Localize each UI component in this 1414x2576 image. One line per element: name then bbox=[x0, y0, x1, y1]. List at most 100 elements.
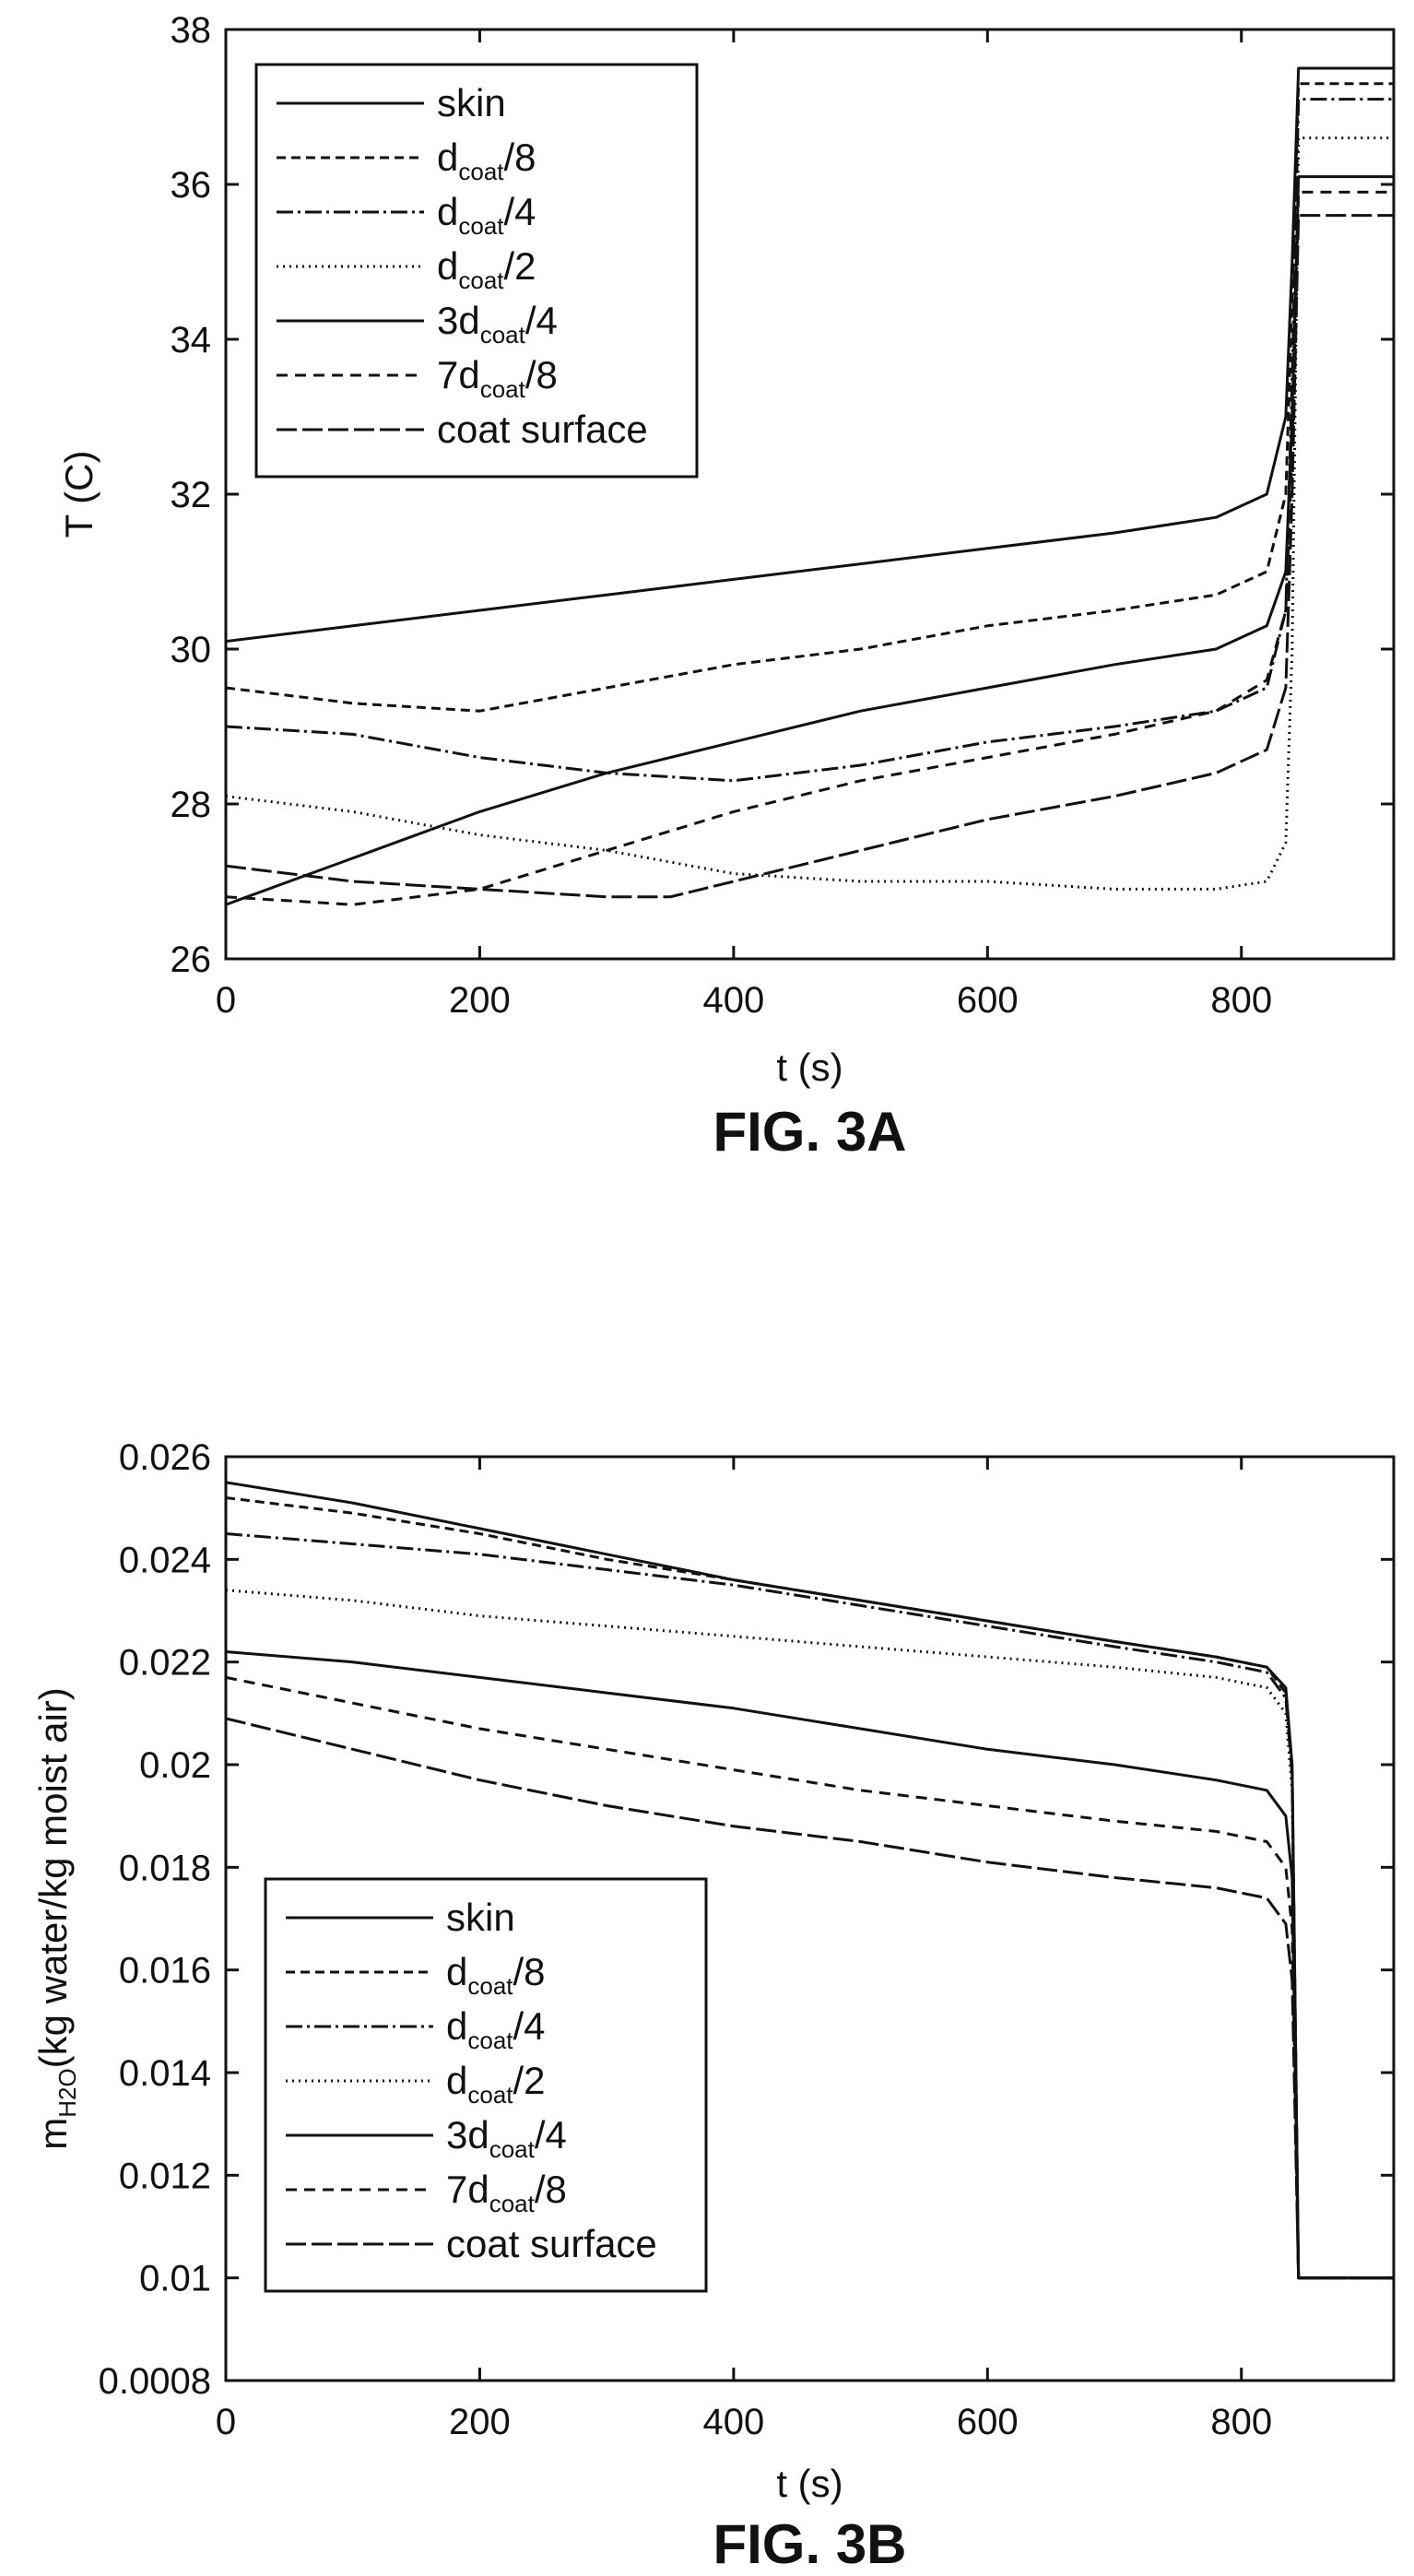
x-tick-label: 0 bbox=[216, 2402, 236, 2442]
x-tick-label: 200 bbox=[449, 980, 511, 1021]
legend-label-suffix: /8 bbox=[525, 353, 558, 396]
series-line-dcoat-8 bbox=[226, 82, 1394, 713]
series-line-dcoat-8 bbox=[226, 1496, 1394, 2280]
legend-label: skin bbox=[446, 1896, 515, 1939]
legend-label-main: 7d bbox=[446, 2168, 489, 2211]
series-line-3dcoat-4 bbox=[226, 1650, 1394, 2280]
y-tick-label: 32 bbox=[171, 475, 212, 515]
legend-label-suffix: /4 bbox=[504, 190, 536, 233]
legend-label: coat surface bbox=[437, 408, 648, 451]
legend-label: 7dcoat/8 bbox=[446, 2168, 567, 2217]
y-tick-label: 28 bbox=[171, 785, 212, 825]
series-line-dcoat-2 bbox=[226, 1589, 1394, 2280]
plot-frame bbox=[224, 1455, 1396, 2382]
y-tick-label: 26 bbox=[171, 939, 212, 980]
x-tick-label: 400 bbox=[702, 980, 764, 1021]
y-tick-label: 0.016 bbox=[119, 1951, 211, 1991]
legend-label-main: skin bbox=[446, 1896, 515, 1939]
legend-label-suffix: /2 bbox=[504, 244, 536, 288]
y-tick-label: 38 bbox=[171, 10, 212, 51]
legend-label-main: d bbox=[437, 190, 458, 233]
legend-label-main: d bbox=[437, 136, 458, 179]
legend-label-main: d bbox=[446, 2004, 467, 2048]
figure-caption: FIG. 3A bbox=[713, 1101, 906, 1163]
y-tick-label: 0.02 bbox=[139, 1745, 211, 1786]
legend-label-subscript: coat bbox=[489, 2135, 536, 2163]
legend-label-main: 3d bbox=[446, 2113, 489, 2157]
y-tick-label: 0.022 bbox=[119, 1643, 211, 1684]
legend-label-subscript: H2O bbox=[53, 2068, 81, 2117]
legend-label-suffix: /8 bbox=[504, 136, 536, 179]
x-tick-label: 800 bbox=[1210, 2402, 1272, 2442]
legend-label: 7dcoat/8 bbox=[437, 353, 558, 403]
legend-label-main: d bbox=[437, 244, 458, 288]
legend-label-subscript: coat bbox=[467, 2027, 513, 2054]
series-line-dcoat-2 bbox=[226, 136, 1394, 891]
legend-box bbox=[254, 63, 699, 479]
legend-label: dcoat/4 bbox=[437, 190, 536, 240]
y-tick-label: 36 bbox=[171, 165, 212, 206]
y-tick-label: 0.012 bbox=[119, 2156, 211, 2196]
x-tick-label: 800 bbox=[1210, 980, 1272, 1021]
legend-label-subscript: coat bbox=[480, 375, 526, 403]
y-tick-label: 0.01 bbox=[139, 2259, 211, 2299]
legend-label: dcoat/8 bbox=[437, 136, 536, 185]
legend-label-main: d bbox=[446, 1950, 467, 1993]
y-tick-label: 0.0008 bbox=[99, 2361, 211, 2402]
legend-label: coat surface bbox=[446, 2222, 657, 2265]
x-axis-label: t (s) bbox=[776, 1046, 843, 1089]
legend-label-subscript: coat bbox=[458, 158, 504, 185]
series-line-7dcoat-8 bbox=[226, 1675, 1394, 2280]
legend-label: dcoat/2 bbox=[446, 2059, 546, 2109]
x-tick-label: 600 bbox=[957, 2402, 1019, 2442]
x-tick-label: 0 bbox=[216, 980, 236, 1021]
legend-label-suffix: /8 bbox=[513, 1950, 546, 1993]
y-tick-label: 30 bbox=[171, 630, 212, 670]
legend-label: dcoat/8 bbox=[446, 1950, 546, 2000]
legend-label-main: coat surface bbox=[437, 408, 648, 451]
legend-label: 3dcoat/4 bbox=[446, 2113, 567, 2163]
y-tick-label: 34 bbox=[171, 320, 212, 360]
y-tick-label: 0.018 bbox=[119, 1848, 211, 1888]
legend-label: dcoat/4 bbox=[446, 2004, 546, 2054]
legend-label-suffix: /4 bbox=[525, 299, 558, 342]
series-line-coat-surface bbox=[226, 1717, 1394, 2280]
figure-caption: FIG. 3B bbox=[713, 2513, 906, 2575]
y-tick-label: 0.026 bbox=[119, 1437, 211, 1478]
x-tick-label: 400 bbox=[702, 2402, 764, 2442]
y-tick-label: 0.024 bbox=[119, 1540, 211, 1580]
legend-label-main: d bbox=[446, 2059, 467, 2102]
series-group bbox=[226, 1481, 1394, 2280]
legend: skindcoat/8dcoat/4dcoat/23dcoat/47dcoat/… bbox=[254, 63, 699, 479]
chart-fig-3b: 0 200 400 600 800 0.0008 0.01 0.012 0.014 0.016 0.… bbox=[31, 1437, 1396, 2575]
chart-fig-3a: 0 200 400 600 80026283032343638skindcoat/8dc… bbox=[57, 10, 1396, 1163]
series-line-dcoat-4 bbox=[226, 1532, 1394, 2280]
legend-label-subscript: coat bbox=[489, 2190, 536, 2217]
legend: skindcoat/8dcoat/4dcoat/23dcoat/47dcoat/… bbox=[264, 1877, 708, 2293]
series-line-coat-surface bbox=[226, 214, 1394, 899]
legend-label-main: 3d bbox=[437, 299, 480, 342]
legend-label-suffix: /2 bbox=[513, 2059, 546, 2102]
legend-label-suffix: (kg water/kg moist air) bbox=[31, 1687, 75, 2068]
legend-label: skin bbox=[437, 81, 506, 124]
legend-label: dcoat/2 bbox=[437, 244, 536, 294]
legend-label-main: m bbox=[31, 2118, 75, 2150]
legend-label: 3dcoat/4 bbox=[437, 299, 558, 349]
y-axis-label: T (C) bbox=[57, 451, 100, 538]
series-group bbox=[226, 66, 1394, 906]
legend-label-main: 7d bbox=[437, 353, 480, 396]
x-tick-label: 600 bbox=[957, 980, 1019, 1021]
y-tick-label: 0.014 bbox=[119, 2053, 211, 2094]
legend-label-suffix: /4 bbox=[535, 2113, 567, 2157]
legend-label-subscript: coat bbox=[467, 2081, 513, 2109]
legend-label-main: skin bbox=[437, 81, 506, 124]
legend-label-subscript: coat bbox=[458, 266, 504, 294]
x-tick-label: 200 bbox=[449, 2402, 511, 2442]
legend-label-subscript: coat bbox=[458, 212, 504, 240]
legend-label-subscript: coat bbox=[467, 1972, 513, 2000]
y-axis-label: mH2O(kg water/kg moist air) bbox=[31, 1687, 81, 2150]
legend-label-subscript: coat bbox=[480, 321, 526, 349]
legend-label-suffix: /4 bbox=[513, 2004, 546, 2048]
legend-label-suffix: /8 bbox=[535, 2168, 567, 2211]
series-line-skin bbox=[226, 66, 1394, 644]
